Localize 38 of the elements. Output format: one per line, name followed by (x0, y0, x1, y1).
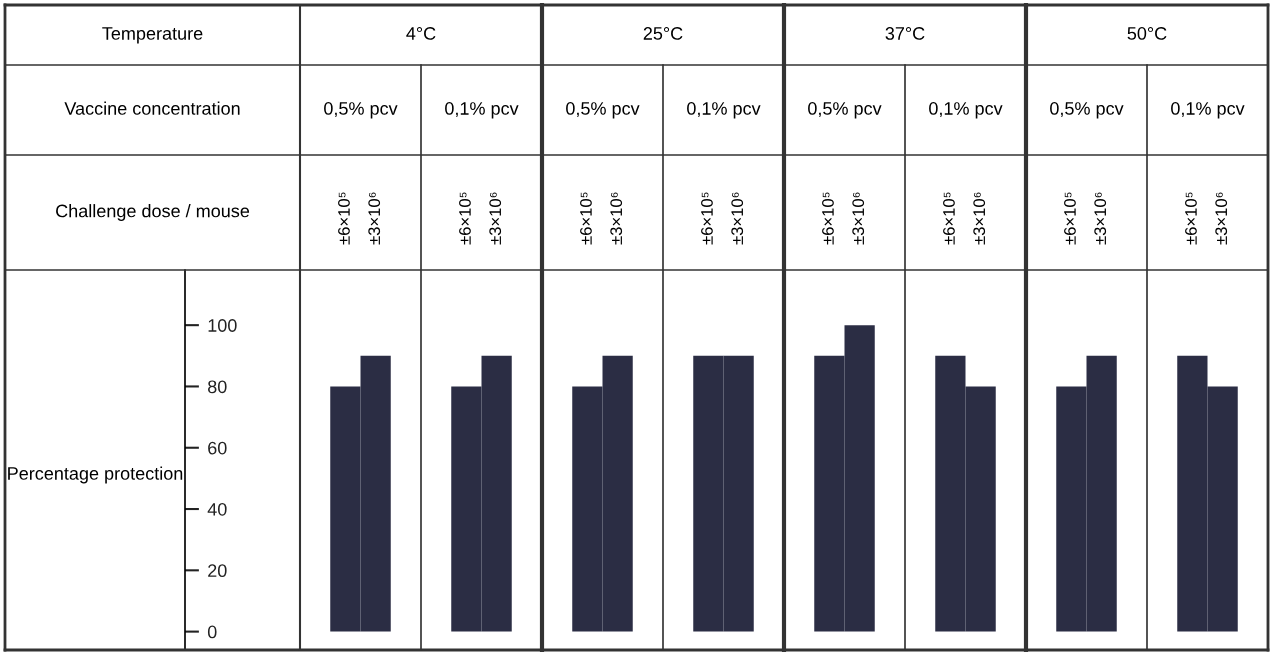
x-tick-label: ±3×10⁶ (610, 192, 623, 245)
y-tick-label: 40 (207, 502, 227, 516)
y-tick-label: 100 (208, 319, 237, 332)
y-tick-label: 20 (208, 564, 227, 578)
text: 0,1% pcv (687, 102, 761, 119)
x-tick-label: ±6×10⁵ (338, 192, 350, 245)
x-tick-label: ±3×10⁶ (731, 192, 744, 245)
text: Challenge dose / mouse (56, 204, 250, 221)
x-tick-label: ±6×10⁵ (822, 192, 834, 245)
text: 50°C (1127, 27, 1167, 40)
x-tick-label: ±3×10⁶ (973, 192, 986, 245)
x-tick-label: ±6×10⁵ (1064, 192, 1076, 245)
x-tick-label: ±3×10⁶ (852, 192, 865, 245)
x-tick-label: ±6×10⁵ (580, 192, 592, 245)
x-tick-label: ±3×10⁶ (1215, 192, 1228, 245)
text: Vaccine concentration (64, 101, 240, 115)
x-tick-label: ±6×10⁵ (943, 192, 955, 245)
text: 25°C (643, 27, 683, 40)
text: 0,5% pcv (324, 102, 398, 119)
text: 0,5% pcv (566, 102, 640, 119)
text: 0,1% pcv (445, 102, 519, 119)
x-tick-label: ±3×10⁶ (489, 192, 502, 245)
x-tick-label: ±3×10⁶ (368, 192, 381, 245)
text: 4°C (406, 27, 436, 40)
y-tick-label: 60 (208, 441, 227, 455)
text: 0,5% pcv (1050, 102, 1124, 119)
x-tick-label: ±6×10⁵ (459, 192, 471, 245)
text: Temperature (102, 27, 203, 44)
text: 0,5% pcv (808, 102, 882, 119)
text: 0,1% pcv (1171, 102, 1245, 119)
y-tick-label: 80 (208, 380, 227, 394)
text: 37°C (885, 27, 925, 40)
text: 0,1% pcv (929, 102, 1003, 119)
y-tick-label: 0 (207, 625, 217, 639)
x-tick-label: ±3×10⁶ (1094, 192, 1107, 245)
x-tick-label: ±6×10⁵ (1185, 192, 1197, 245)
y-axis-title: Percentage protection (8, 466, 183, 484)
x-tick-label: ±6×10⁵ (701, 192, 713, 245)
